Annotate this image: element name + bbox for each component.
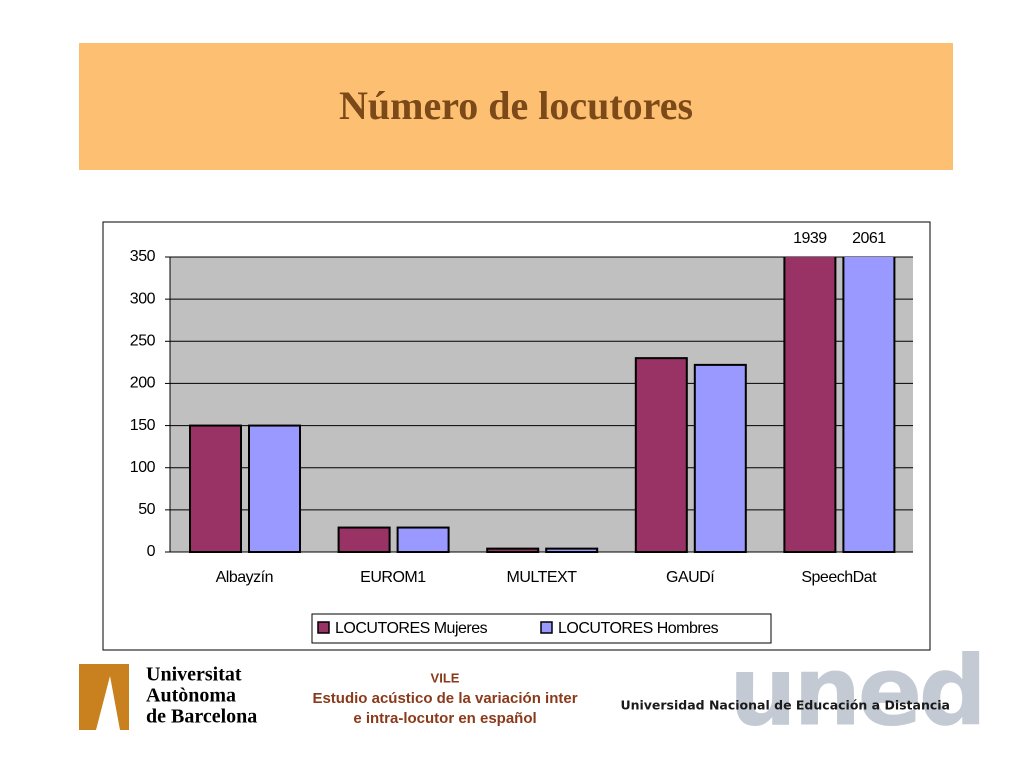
y-tick-label: 0 xyxy=(147,543,156,560)
bar xyxy=(248,424,301,553)
bar xyxy=(842,257,896,553)
data-label: 2061 xyxy=(852,230,886,247)
legend-label: LOCUTORES Mujeres xyxy=(335,620,488,637)
y-tick-label: 200 xyxy=(130,375,156,392)
logo-shape xyxy=(96,676,120,730)
legend-label: LOCUTORES Hombres xyxy=(558,620,719,637)
y-tick-label: 250 xyxy=(130,333,156,350)
legend-swatch xyxy=(317,621,330,634)
uab-logo: Universitat Autònoma de Barcelona xyxy=(79,664,257,730)
slide-title: Número de locutores xyxy=(339,83,693,128)
bar xyxy=(189,424,242,553)
bar xyxy=(337,526,391,553)
legend: LOCUTORES Mujeres LOCUTORES Hombres xyxy=(311,613,772,644)
bar xyxy=(486,547,540,553)
y-tick-label: 350 xyxy=(130,248,156,265)
bars xyxy=(189,257,896,553)
chart: 0 50 100 150 200 250 300 350 Albayzín EUROM1 MULTE… xyxy=(130,230,913,644)
logo-text: Autònoma xyxy=(146,685,236,707)
footer-title: VILE xyxy=(431,670,460,685)
uned-name: Universidad Nacional de Educación a Dist… xyxy=(620,698,950,713)
bar xyxy=(545,547,599,553)
y-tick-label: 150 xyxy=(130,417,156,434)
header-band xyxy=(79,43,953,170)
x-tick-label: SpeechDat xyxy=(801,569,877,586)
footer-line: e intra-locutor en español xyxy=(353,710,536,727)
x-tick-label: EUROM1 xyxy=(360,569,426,586)
legend-swatch xyxy=(540,621,553,634)
y-tick-label: 300 xyxy=(130,290,156,307)
logo-text: de Barcelona xyxy=(146,706,257,728)
bar xyxy=(693,363,747,553)
x-tick-label: Albayzín xyxy=(216,569,273,586)
logo-text: Universitat xyxy=(146,664,242,686)
x-tick-label: MULTEXT xyxy=(507,569,578,586)
bar xyxy=(396,526,450,553)
bar xyxy=(634,357,688,553)
footer-line: Estudio acústico de la variación inter xyxy=(312,690,577,707)
uned-logo: uned xyxy=(729,635,984,747)
y-tick-label: 100 xyxy=(130,459,156,476)
bar xyxy=(783,257,837,553)
y-tick-label: 50 xyxy=(138,501,155,518)
data-label: 1939 xyxy=(793,230,827,247)
x-tick-label: GAUDí xyxy=(666,569,715,586)
